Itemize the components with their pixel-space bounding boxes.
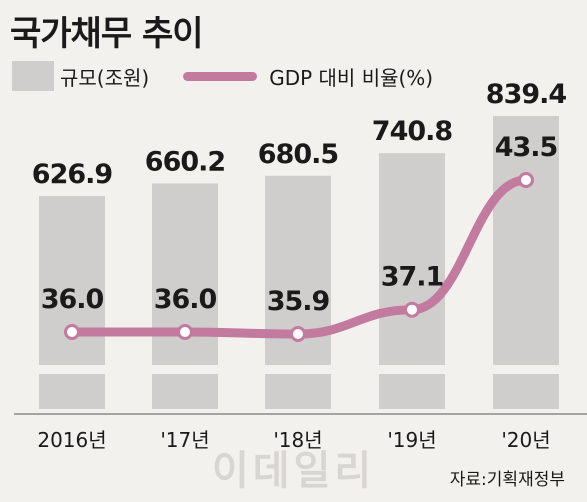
x-tick-label-1: '17년 [160, 428, 209, 452]
line-value-label-3: 37.1 [381, 262, 444, 293]
bar-3-base [379, 374, 445, 409]
bar-4 [493, 116, 559, 365]
x-tick-label-3: '19년 [387, 428, 436, 452]
legend-bar-label: 규모(조원) [60, 65, 150, 90]
legend-line-swatch [183, 71, 258, 81]
line-point-3 [404, 301, 420, 318]
bar-value-label-2: 680.5 [258, 139, 338, 170]
bar-value-label-1: 660.2 [145, 146, 225, 177]
line-point-1 [177, 324, 193, 340]
x-tick-label-4: '20년 [501, 428, 550, 452]
bar-4-base [493, 374, 559, 409]
legend-bar-swatch [12, 61, 54, 91]
bar-1-base [152, 374, 218, 409]
x-tick-label-0: 2016년 [37, 428, 106, 452]
line-value-label-4: 43.5 [495, 132, 558, 163]
line-point-4 [518, 172, 534, 188]
line-point-0 [64, 324, 80, 340]
source-note: 자료:기획재정부 [449, 470, 565, 490]
line-series [67, 175, 531, 339]
line-value-label-2: 35.9 [267, 286, 330, 317]
bar-value-label-0: 626.9 [32, 159, 113, 190]
bar-0-base [39, 374, 105, 409]
bar-3 [379, 153, 445, 365]
legend: 규모(조원) GDP 대비 비율(%) [12, 60, 433, 92]
x-tick-label-2: '18년 [273, 428, 322, 452]
line-value-label-1: 36.0 [154, 284, 217, 315]
line-point-2 [290, 326, 306, 343]
legend-line-label: GDP 대비 비율(%) [269, 65, 434, 90]
line-value-label-0: 36.0 [41, 284, 104, 315]
chart-title: 국가채무 추이 [10, 14, 204, 54]
bar-2-base [265, 374, 331, 409]
bar-value-label-4: 839.4 [486, 79, 567, 110]
bar-value-label-3: 740.8 [372, 116, 453, 147]
watermark: 이데일리 [212, 448, 376, 494]
